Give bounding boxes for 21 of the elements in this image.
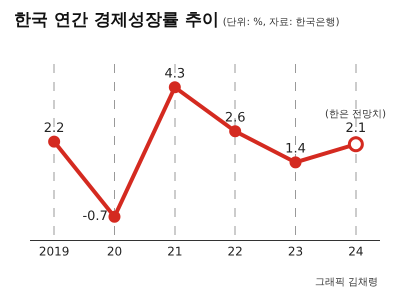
text: 그래픽 김채령 [315,277,378,288]
data-label: 2.6 [224,110,246,126]
data-label: 4.3 [164,66,186,82]
point [229,125,242,138]
x-tick-label: 20 [106,244,122,258]
data-label: -0.7 [82,208,108,224]
data-label: 1.4 [285,141,306,156]
x-tick-label: 21 [167,244,182,258]
point [168,81,181,94]
point [48,136,60,148]
chart-subtitle: (단위: %, 자료: 한국은행) [222,17,340,28]
data-label: 2.2 [44,120,64,136]
x-tick-label: 22 [228,244,243,258]
point [290,156,302,168]
chart-title: 한국 연간 경제성장률 추이 [14,10,219,30]
x-tick-label: 24 [348,244,364,258]
x-tick-label: 2019 [38,244,70,258]
annotation: (한은 전망치) [325,109,386,120]
x-tick-label: 23 [288,244,304,258]
point [108,210,120,223]
data-label: 2.1 [346,120,366,136]
